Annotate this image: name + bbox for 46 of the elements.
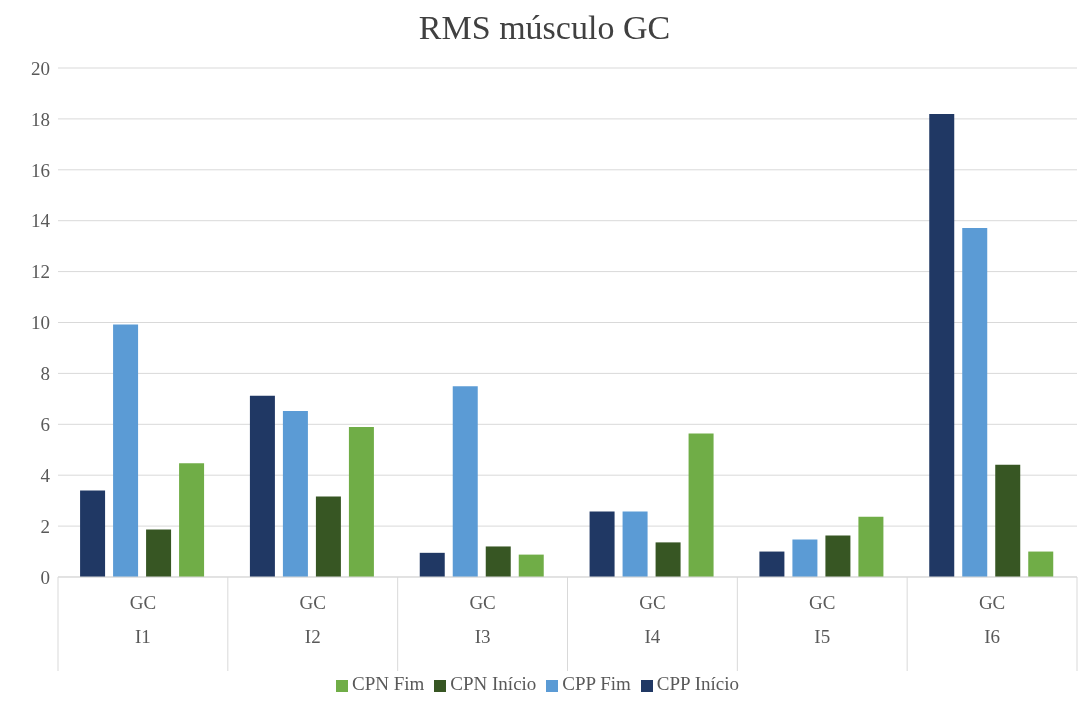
bar — [146, 529, 172, 577]
bar — [113, 324, 139, 577]
bar — [452, 386, 478, 577]
y-tick-label: 8 — [40, 363, 50, 385]
bar — [792, 539, 818, 577]
legend-label: CPP Início — [656, 673, 740, 694]
legend-label: CPN Fim — [351, 673, 425, 694]
bar — [282, 411, 308, 577]
y-tick-label: 6 — [40, 414, 50, 436]
bar — [962, 228, 988, 577]
y-tick-label: 12 — [31, 261, 50, 283]
x-tick-label: GC I3 — [469, 592, 496, 647]
x-tick-label: GC I5 — [809, 592, 836, 647]
bar — [315, 496, 341, 577]
legend-label: CPP Fim — [562, 673, 631, 694]
bar — [688, 433, 714, 577]
y-tick-label: 10 — [31, 312, 50, 334]
bar — [249, 395, 275, 577]
bar — [655, 542, 681, 577]
bar — [759, 551, 785, 577]
y-tick-label: 16 — [31, 159, 50, 181]
bar — [622, 511, 648, 577]
x-tick-label: GC I4 — [639, 592, 666, 647]
y-tick-label: 2 — [40, 515, 50, 537]
x-tick-label: GC I6 — [978, 592, 1006, 647]
y-tick-label: 4 — [40, 464, 51, 486]
legend-label: CPN Início — [450, 673, 537, 694]
bar — [825, 535, 851, 577]
y-tick-label: 14 — [31, 210, 51, 232]
bar — [179, 463, 205, 577]
bar — [1028, 551, 1054, 577]
bar — [589, 511, 615, 577]
bar — [518, 554, 544, 577]
bar — [419, 552, 445, 577]
bar — [858, 516, 884, 577]
bar — [485, 546, 511, 577]
bar — [348, 427, 374, 577]
bar — [929, 114, 955, 577]
x-tick-label: GC I1 — [129, 592, 157, 647]
y-tick-label: 18 — [31, 108, 50, 130]
chart-title: RMS músculo GC — [417, 8, 672, 48]
y-tick-label: 0 — [40, 566, 50, 588]
bar — [80, 490, 106, 577]
bar — [995, 464, 1021, 577]
y-tick-label: 20 — [31, 57, 50, 79]
x-tick-label: GC I2 — [299, 592, 326, 647]
